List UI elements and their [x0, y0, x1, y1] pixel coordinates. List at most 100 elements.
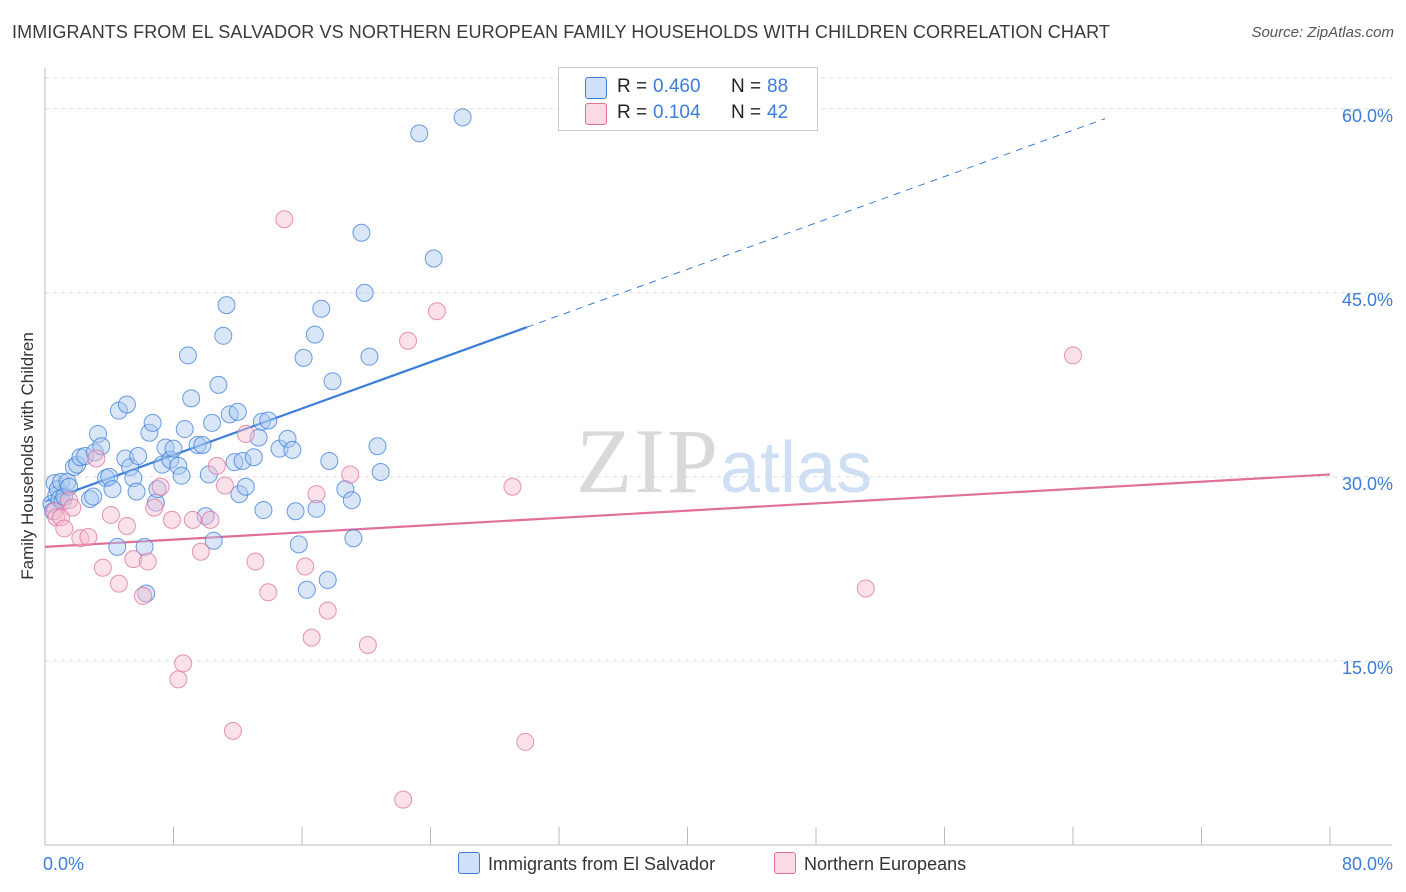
point-northern — [174, 654, 193, 673]
point-northern — [246, 552, 265, 571]
point-northern — [162, 510, 181, 529]
point-northern — [427, 302, 446, 321]
axes — [44, 68, 1392, 846]
r-label: R = — [617, 76, 648, 97]
trend-line-northern — [44, 473, 1331, 548]
chart-title: IMMIGRANTS FROM EL SALVADOR VS NORTHERN … — [12, 22, 1110, 42]
n-value: 42 — [767, 102, 789, 123]
point-northern — [223, 721, 242, 740]
point-salvador — [233, 451, 252, 470]
point-northern — [117, 516, 136, 535]
point-northern — [201, 510, 220, 529]
point-salvador — [352, 223, 371, 242]
legend-swatch-northern — [774, 852, 796, 874]
point-northern — [87, 449, 106, 468]
point-salvador — [182, 389, 201, 408]
point-salvador — [188, 436, 207, 455]
point-northern — [503, 477, 522, 496]
x-tick-label: 80.0% — [1342, 854, 1393, 874]
legend-swatch-salvador — [585, 77, 607, 99]
trend-line-salvador-extension — [526, 118, 1106, 328]
point-salvador — [203, 413, 222, 432]
point-salvador — [135, 537, 154, 556]
r-value: 0.104 — [653, 102, 701, 123]
point-salvador — [323, 372, 342, 391]
source-credit: Source: ZipAtlas.com — [1251, 24, 1394, 41]
point-salvador — [64, 458, 83, 477]
point-salvador — [143, 413, 162, 432]
y-tick-label: 45.0% — [1342, 290, 1393, 310]
point-northern — [101, 505, 120, 524]
point-salvador — [336, 480, 355, 499]
gridlines — [45, 77, 1392, 662]
point-northern — [79, 528, 98, 547]
point-salvador — [124, 469, 143, 488]
tick-labels: 15.0% 30.0% 45.0% 60.0% 0.0% 80.0% — [43, 106, 1393, 874]
point-northern — [109, 574, 128, 593]
point-northern — [55, 519, 74, 538]
point-salvador — [137, 584, 156, 603]
point-salvador — [244, 448, 263, 467]
point-northern — [236, 424, 255, 443]
point-northern — [275, 210, 294, 229]
n-value: 88 — [767, 76, 789, 97]
point-salvador — [297, 580, 316, 599]
point-salvador — [236, 477, 255, 496]
point-northern — [1064, 346, 1082, 365]
point-northern — [302, 628, 321, 647]
point-northern — [259, 583, 278, 602]
point-northern — [93, 558, 112, 577]
point-northern — [133, 586, 152, 605]
point-salvador — [342, 491, 361, 510]
point-salvador — [129, 447, 148, 466]
point-northern — [145, 498, 164, 517]
watermark: ZIP atlas — [576, 410, 872, 512]
point-northern — [318, 601, 337, 620]
point-salvador — [60, 477, 79, 496]
point-salvador — [371, 462, 390, 481]
point-salvador — [259, 411, 278, 430]
point-salvador — [148, 480, 167, 499]
point-salvador — [117, 395, 136, 414]
point-salvador — [140, 423, 159, 442]
point-northern — [215, 476, 234, 495]
point-salvador — [169, 456, 188, 475]
trend-line-salvador — [44, 326, 528, 503]
point-northern — [307, 485, 326, 504]
point-northern — [183, 510, 202, 529]
point-salvador — [80, 489, 99, 508]
point-salvador — [84, 487, 103, 506]
point-salvador — [103, 480, 122, 499]
point-salvador — [320, 451, 339, 470]
point-northern — [516, 732, 535, 751]
point-northern — [341, 465, 360, 484]
point-salvador — [289, 535, 308, 554]
stats-legend: R = 0.460 N = 88 R = 0.104 N = 42 — [558, 67, 818, 131]
y-tick-label: 15.0% — [1342, 658, 1393, 678]
y-tick-label: 60.0% — [1342, 106, 1393, 126]
point-salvador — [164, 439, 183, 458]
n-label: N = — [731, 76, 762, 97]
point-northern — [63, 498, 82, 517]
point-northern — [151, 477, 170, 496]
point-northern — [856, 579, 875, 598]
point-salvador — [76, 447, 95, 466]
point-salvador — [254, 501, 273, 520]
point-salvador — [127, 482, 146, 501]
legend-swatch-salvador — [458, 852, 480, 874]
point-northern — [358, 636, 377, 655]
legend-swatch-northern — [585, 103, 607, 125]
point-northern — [296, 557, 315, 576]
point-salvador — [368, 437, 387, 456]
point-salvador — [204, 531, 223, 550]
point-salvador — [344, 529, 363, 548]
point-salvador — [453, 108, 472, 127]
point-salvador — [209, 375, 228, 394]
point-salvador — [360, 347, 379, 366]
point-salvador — [278, 429, 297, 448]
x-tick-label: 0.0% — [43, 854, 84, 874]
watermark-atlas: atlas — [720, 428, 872, 508]
trend-lines — [44, 118, 1331, 548]
legend-item-salvador: Immigrants from El Salvador — [458, 852, 715, 875]
